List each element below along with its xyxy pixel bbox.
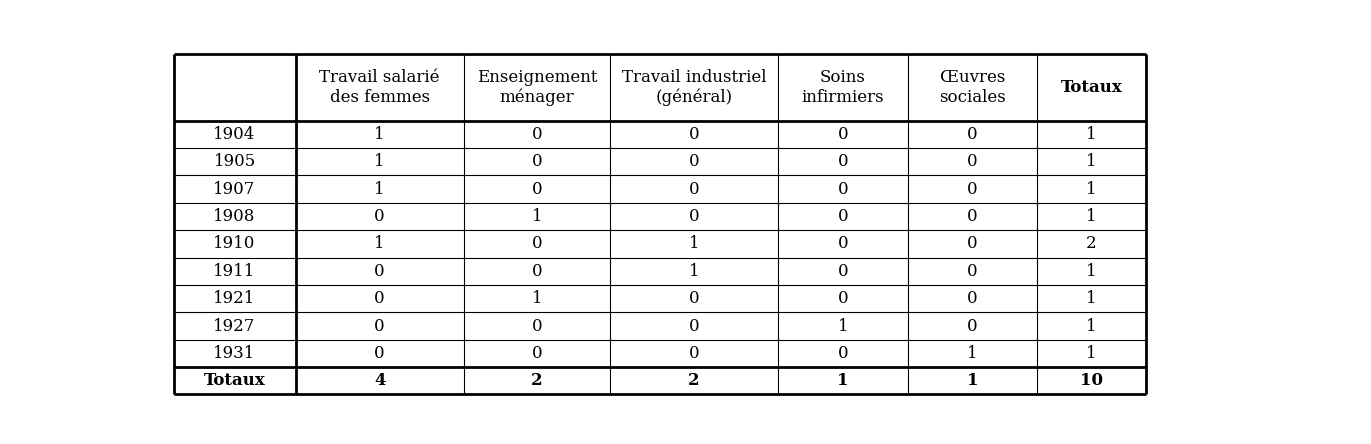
Text: 0: 0 <box>688 208 699 225</box>
Text: 1: 1 <box>374 181 385 198</box>
Text: 1: 1 <box>1086 208 1097 225</box>
Text: 1908: 1908 <box>214 208 256 225</box>
Text: 1927: 1927 <box>214 317 256 334</box>
Text: 1910: 1910 <box>214 235 256 252</box>
Text: 1: 1 <box>1086 263 1097 280</box>
Text: 1911: 1911 <box>214 263 256 280</box>
Text: 0: 0 <box>532 153 542 170</box>
Text: 0: 0 <box>374 290 385 307</box>
Text: 0: 0 <box>967 263 978 280</box>
Text: 1: 1 <box>688 235 699 252</box>
Text: 0: 0 <box>838 235 849 252</box>
Text: 1: 1 <box>532 208 542 225</box>
Text: 2: 2 <box>531 372 543 389</box>
Text: 1: 1 <box>838 317 849 334</box>
Text: 1: 1 <box>374 153 385 170</box>
Text: 0: 0 <box>688 126 699 143</box>
Text: 0: 0 <box>838 153 849 170</box>
Text: 0: 0 <box>967 208 978 225</box>
Text: Enseignement
ménager: Enseignement ménager <box>477 69 598 106</box>
Text: 1904: 1904 <box>214 126 256 143</box>
Text: 0: 0 <box>374 263 385 280</box>
Text: 1: 1 <box>1086 290 1097 307</box>
Text: 0: 0 <box>838 126 849 143</box>
Text: 1: 1 <box>1086 153 1097 170</box>
Text: 0: 0 <box>967 317 978 334</box>
Text: Travail salarié
des femmes: Travail salarié des femmes <box>319 69 440 106</box>
Text: 0: 0 <box>967 153 978 170</box>
Text: 0: 0 <box>838 345 849 362</box>
Text: 2: 2 <box>688 372 701 389</box>
Text: 0: 0 <box>838 181 849 198</box>
Text: Soins
infirmiers: Soins infirmiers <box>802 69 884 106</box>
Text: 0: 0 <box>532 181 542 198</box>
Text: 0: 0 <box>967 235 978 252</box>
Text: Totaux: Totaux <box>204 372 266 389</box>
Text: 1905: 1905 <box>214 153 256 170</box>
Text: 1: 1 <box>967 345 978 362</box>
Text: 2: 2 <box>1086 235 1097 252</box>
Text: 0: 0 <box>374 345 385 362</box>
Text: 1907: 1907 <box>214 181 256 198</box>
Text: 1921: 1921 <box>214 290 256 307</box>
Text: 0: 0 <box>532 235 542 252</box>
Text: 0: 0 <box>532 126 542 143</box>
Text: 0: 0 <box>838 290 849 307</box>
Text: 1: 1 <box>1086 317 1097 334</box>
Text: 0: 0 <box>967 181 978 198</box>
Text: 0: 0 <box>374 317 385 334</box>
Text: 10: 10 <box>1080 372 1104 389</box>
Text: 0: 0 <box>532 317 542 334</box>
Text: 0: 0 <box>838 208 849 225</box>
Text: 1: 1 <box>374 126 385 143</box>
Text: 0: 0 <box>967 126 978 143</box>
Text: 0: 0 <box>688 153 699 170</box>
Text: 1: 1 <box>1086 345 1097 362</box>
Text: 1: 1 <box>967 372 979 389</box>
Text: 1: 1 <box>1086 126 1097 143</box>
Text: 1: 1 <box>838 372 849 389</box>
Text: 0: 0 <box>374 208 385 225</box>
Text: 1: 1 <box>688 263 699 280</box>
Text: 1: 1 <box>374 235 385 252</box>
Text: 0: 0 <box>688 181 699 198</box>
Text: 0: 0 <box>967 290 978 307</box>
Text: 0: 0 <box>532 345 542 362</box>
Text: 0: 0 <box>688 317 699 334</box>
Text: 1: 1 <box>532 290 542 307</box>
Text: 4: 4 <box>374 372 385 389</box>
Text: Œuvres
sociales: Œuvres sociales <box>939 69 1006 106</box>
Text: 1: 1 <box>1086 181 1097 198</box>
Text: 0: 0 <box>688 345 699 362</box>
Text: 0: 0 <box>838 263 849 280</box>
Text: 0: 0 <box>688 290 699 307</box>
Text: 0: 0 <box>532 263 542 280</box>
Text: 1931: 1931 <box>214 345 256 362</box>
Text: Totaux: Totaux <box>1061 79 1123 96</box>
Text: Travail industriel
(général): Travail industriel (général) <box>622 69 766 106</box>
